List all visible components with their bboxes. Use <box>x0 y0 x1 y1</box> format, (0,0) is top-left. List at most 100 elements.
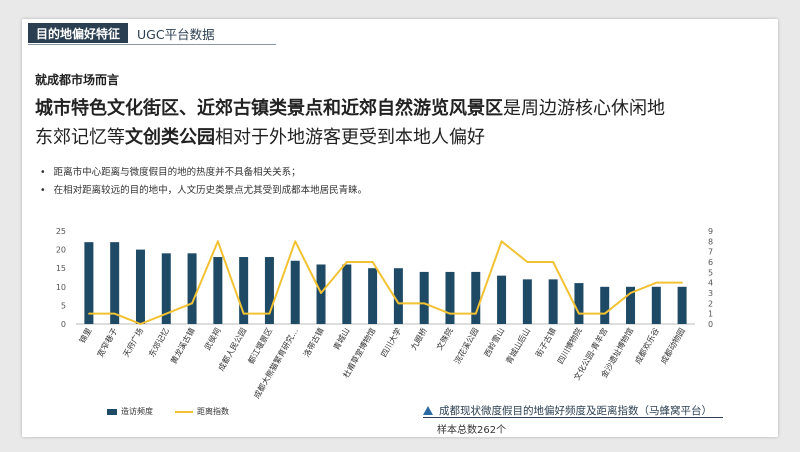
y-left-tick-label: 20 <box>56 246 66 255</box>
category-label: 洛带古镇 <box>301 326 326 359</box>
bar <box>522 279 532 324</box>
category-label: 青城山后山 <box>503 326 532 366</box>
line-point <box>681 281 683 284</box>
bar <box>84 242 94 324</box>
caption-text: 成都现状微度假目的地偏好频度及距离指数（马蜂窝平台） <box>439 405 712 417</box>
category-label: 浣花溪公园 <box>452 326 481 366</box>
slide-canvas <box>22 19 778 437</box>
bar <box>213 257 223 324</box>
line-point <box>88 312 90 315</box>
bar <box>316 264 326 324</box>
headline-line-2: 东郊记忆等文创类公园相对于外地游客更受到本地人偏好 <box>35 123 755 152</box>
line-point <box>217 240 219 243</box>
bullet-item: 距离市中心距离与微度假目的地的热度并不具备相关关系； <box>40 164 367 182</box>
category-label: 九眼桥 <box>408 326 429 352</box>
category-label: 成都大熊猫繁育研究… <box>251 326 300 400</box>
line-point <box>500 240 503 243</box>
category-label: 成都欢乐谷 <box>632 326 661 366</box>
source-tag: UGC平台数据 <box>128 23 223 43</box>
category-label: 青城山 <box>331 326 352 352</box>
subheading: 就成都市场而言 <box>35 73 120 87</box>
headline: 城市特色文化街区、近郊古镇类景点和近郊自然游览风景区是周边游核心休闲地 东郊记忆… <box>35 94 755 152</box>
y-left-tick-label: 10 <box>56 283 66 292</box>
bar <box>574 283 584 324</box>
category-label: 东郊记忆 <box>146 326 171 359</box>
category-label: 黄龙溪古镇 <box>168 326 197 366</box>
bar <box>239 257 249 324</box>
y-right-tick-label: 1 <box>708 310 713 319</box>
line-point <box>552 261 554 263</box>
bar <box>135 249 145 324</box>
line-series <box>88 240 683 325</box>
headline-text-2b: 相对于外地游客更受到本地人偏好 <box>215 127 485 148</box>
y-left-tick-label: 15 <box>56 264 66 273</box>
y-right-tick-label: 6 <box>708 258 713 267</box>
y-right-tick-label: 0 <box>708 320 713 329</box>
headline-text-2a: 东郊记忆等 <box>35 127 125 148</box>
bar <box>187 253 197 324</box>
y-left-tick-label: 0 <box>61 320 66 329</box>
y-right-tick-label: 9 <box>708 227 713 236</box>
bullet-item: 在相对距离较远的目的地中，人文历史类景点尤其受到成都本地居民青睐。 <box>40 182 368 200</box>
line-point <box>526 261 529 263</box>
line-point <box>655 281 658 284</box>
bar <box>651 286 661 324</box>
bar <box>161 253 171 324</box>
line-point <box>474 312 477 315</box>
sample-size: 样本总数262个 <box>437 425 507 436</box>
bar <box>600 286 610 324</box>
section-tag: 目的地偏好特征 <box>28 23 129 43</box>
category-label: 四川博物院 <box>555 326 584 366</box>
bar <box>342 264 352 324</box>
category-label: 锦里 <box>77 326 94 345</box>
line-point <box>603 312 606 315</box>
category-label: 成都动物园 <box>658 326 687 366</box>
category-label: 四川大学 <box>378 326 403 359</box>
category-label: 宽窄巷子 <box>95 326 120 359</box>
y-right-tick-label: 4 <box>708 279 713 288</box>
line-point <box>320 292 322 294</box>
line-point <box>113 312 116 315</box>
section-header: 目的地偏好特征 UGC平台数据 <box>28 23 223 43</box>
line-point <box>139 323 142 325</box>
line-point <box>294 240 297 243</box>
y-right-tick-label: 8 <box>708 237 713 246</box>
line-point <box>371 261 374 263</box>
y-right-tick-label: 3 <box>708 289 713 298</box>
caption-underline <box>423 417 723 418</box>
line-point <box>165 312 168 315</box>
header-divider <box>28 44 276 45</box>
chart-caption: 成都现状微度假目的地偏好频度及距离指数（马蜂窝平台） <box>423 403 712 418</box>
y-right-tick-label: 7 <box>708 248 713 257</box>
headline-line-1: 城市特色文化街区、近郊古镇类景点和近郊自然游览风景区是周边游核心休闲地 <box>35 94 755 123</box>
legend-label: 距离指数 <box>197 407 229 416</box>
bar <box>110 242 120 324</box>
category-label: 街子古镇 <box>533 326 558 359</box>
line-point <box>423 302 425 305</box>
headline-text-1: 是周边游核心休闲地 <box>503 98 665 119</box>
triangle-icon <box>423 406 433 415</box>
y-right-tick-label: 2 <box>708 299 713 308</box>
line-point <box>346 261 348 263</box>
y-right-tick-label: 5 <box>708 268 713 277</box>
legend-item-bars: 造访频度 <box>107 406 153 417</box>
bar <box>264 257 274 324</box>
bar <box>445 271 455 324</box>
category-label: 文殊院 <box>434 326 455 352</box>
category-label: 天府广场 <box>121 326 146 359</box>
chart-legend: 造访频度 距离指数 <box>107 406 229 417</box>
bar <box>548 279 558 324</box>
headline-emphasis-2: 文创类公园 <box>125 127 215 148</box>
line-point <box>578 312 580 315</box>
line-point <box>397 302 400 305</box>
bar <box>497 275 507 324</box>
line-point <box>449 312 451 315</box>
category-label: 都江堰景区 <box>246 326 275 366</box>
line-point <box>191 302 193 305</box>
bar <box>368 268 378 324</box>
line-point <box>629 292 632 294</box>
bar <box>626 286 636 324</box>
legend-label: 造访频度 <box>121 407 153 416</box>
bar <box>471 271 481 324</box>
